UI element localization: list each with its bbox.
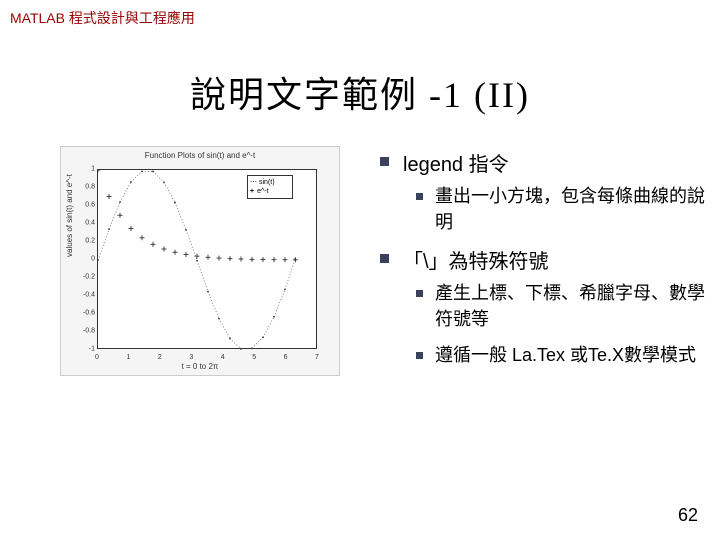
bullet-legend-sub1: 畫出一小方塊，包含每條曲線的說明 <box>416 183 710 235</box>
xtick: 2 <box>158 354 162 361</box>
bullet-legend: legend 指令 <box>380 148 710 177</box>
bullet-backslash-sub1-label: 產生上標、下標、希臘字母、數學符號等 <box>435 280 710 332</box>
chart-frame: Function Plots of sin(t) and e^-t values… <box>60 146 340 376</box>
text-column: legend 指令 畫出一小方塊，包含每條曲線的說明 「\」為特殊符號 產生上標… <box>340 146 710 378</box>
xtick: 5 <box>252 354 256 361</box>
chart-title: Function Plots of sin(t) and e^-t <box>61 151 339 160</box>
square-bullet-icon <box>416 290 423 297</box>
xtick: 6 <box>284 354 288 361</box>
legend-row-0: ⋯sin(t) <box>250 178 290 187</box>
legend-label-0: sin(t) <box>259 178 275 187</box>
square-bullet-icon <box>380 157 389 166</box>
square-bullet-icon <box>416 193 423 200</box>
bullet-backslash-sub1: 產生上標、下標、希臘字母、數學符號等 <box>416 280 710 332</box>
content-row: Function Plots of sin(t) and e^-t values… <box>0 146 720 378</box>
bullet-backslash-sub2-label: 遵循一般 La.Tex 或Te.X數學模式 <box>435 342 696 368</box>
xtick: 7 <box>315 354 319 361</box>
xtick: 1 <box>126 354 130 361</box>
ytick: 0.2 <box>81 238 95 245</box>
bullet-backslash-sub2: 遵循一般 La.Tex 或Te.X數學模式 <box>416 342 710 368</box>
legend-label-1: e^-t <box>257 187 268 196</box>
bullet-legend-sub1-label: 畫出一小方塊，包含每條曲線的說明 <box>435 183 710 235</box>
ytick: 0 <box>81 256 95 263</box>
bullet-backslash: 「\」為特殊符號 <box>380 245 710 274</box>
page-number: 62 <box>678 505 698 526</box>
ytick: -0.8 <box>81 328 95 335</box>
xtick: 4 <box>221 354 225 361</box>
xtick: 0 <box>95 354 99 361</box>
ytick: -1 <box>81 346 95 353</box>
ytick: 1 <box>81 166 95 173</box>
chart-column: Function Plots of sin(t) and e^-t values… <box>60 146 340 378</box>
ytick: 0.6 <box>81 202 95 209</box>
ytick: -0.4 <box>81 292 95 299</box>
doc-header: MATLAB 程式設計與工程應用 <box>0 0 720 36</box>
legend-row-1: +e^-t <box>250 187 290 196</box>
slide-title: 說明文字範例 -1 (II) <box>0 66 720 118</box>
ytick: 0.4 <box>81 220 95 227</box>
xtick: 3 <box>189 354 193 361</box>
chart-ylabel: values of sin(t) and e^-t <box>65 174 74 257</box>
chart-xlabel: t = 0 to 2π <box>61 362 339 371</box>
ytick: -0.6 <box>81 310 95 317</box>
bullet-backslash-label: 「\」為特殊符號 <box>403 245 549 274</box>
ytick: -0.2 <box>81 274 95 281</box>
square-bullet-icon <box>416 352 423 359</box>
chart-legend: ⋯sin(t) +e^-t <box>247 175 293 199</box>
ytick: 0.8 <box>81 184 95 191</box>
square-bullet-icon <box>380 254 389 263</box>
bullet-legend-label: legend 指令 <box>403 148 509 177</box>
